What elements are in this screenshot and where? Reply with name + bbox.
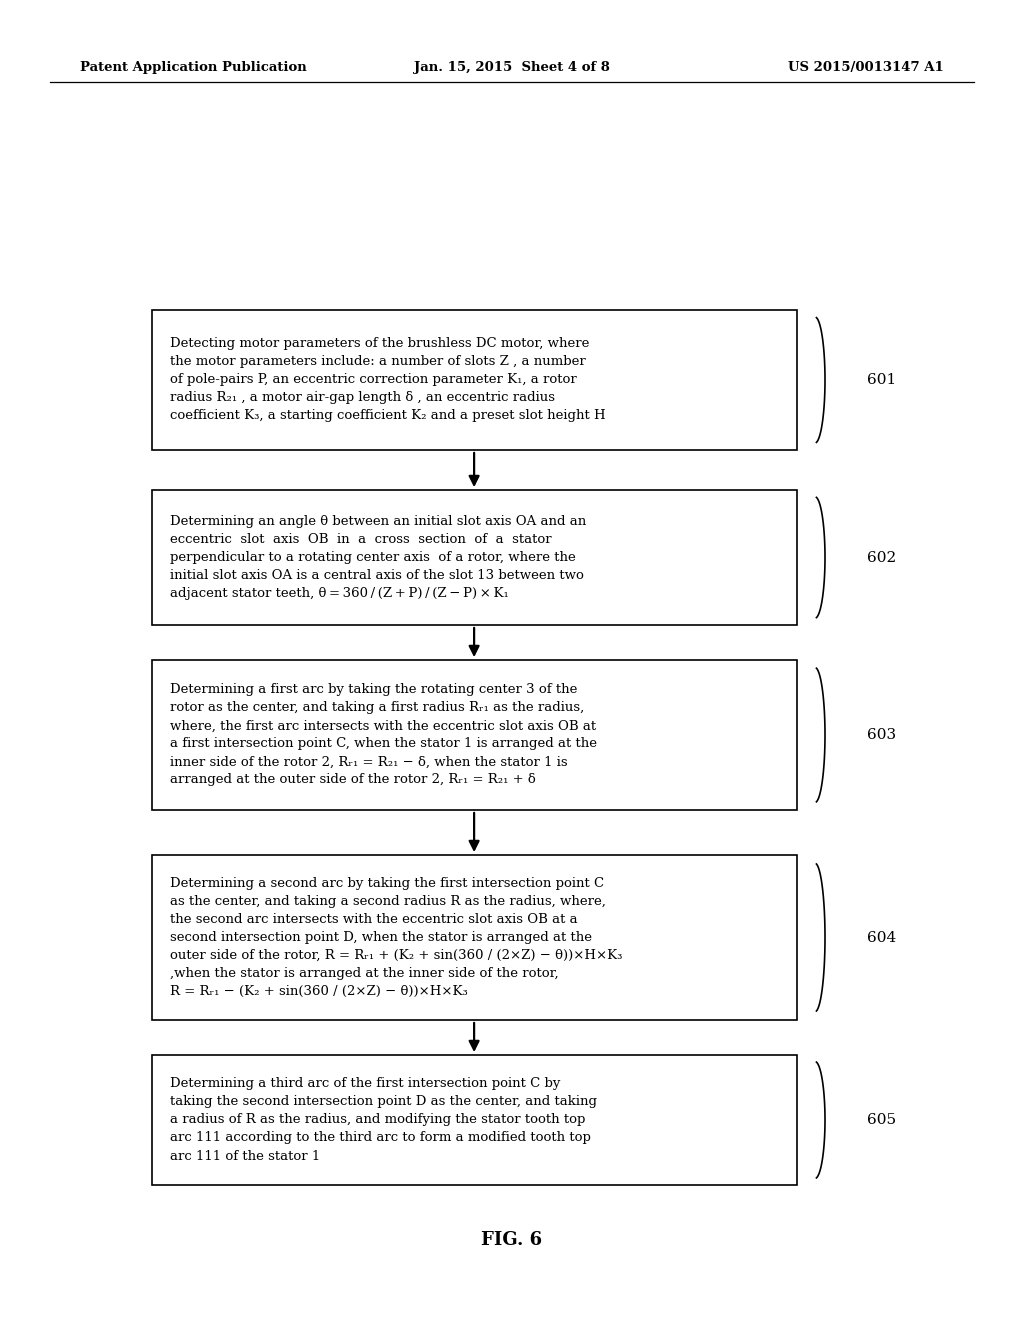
Text: Determining an angle θ between an initial slot axis OA and an
eccentric  slot  a: Determining an angle θ between an initia… [170, 515, 586, 601]
Text: 604: 604 [867, 931, 896, 945]
Text: 601: 601 [867, 374, 896, 387]
Text: 603: 603 [867, 729, 896, 742]
Text: Detecting motor parameters of the brushless DC motor, where
the motor parameters: Detecting motor parameters of the brushl… [170, 338, 605, 422]
Text: US 2015/0013147 A1: US 2015/0013147 A1 [788, 62, 944, 74]
Bar [152, 490, 797, 624]
Text: Patent Application Publication: Patent Application Publication [80, 62, 307, 74]
Bar [152, 310, 797, 450]
Bar [152, 1055, 797, 1185]
Text: 605: 605 [867, 1113, 896, 1127]
Text: FIG. 6: FIG. 6 [481, 1232, 543, 1249]
Text: 602: 602 [867, 550, 896, 565]
Text: Determining a second arc by taking the first intersection point C
as the center,: Determining a second arc by taking the f… [170, 876, 622, 998]
Bar [152, 660, 797, 810]
Bar [152, 855, 797, 1020]
Text: Jan. 15, 2015  Sheet 4 of 8: Jan. 15, 2015 Sheet 4 of 8 [414, 62, 610, 74]
Text: Determining a third arc of the first intersection point C by
taking the second i: Determining a third arc of the first int… [170, 1077, 597, 1163]
Text: Determining a first arc by taking the rotating center 3 of the
rotor as the cent: Determining a first arc by taking the ro… [170, 684, 597, 787]
